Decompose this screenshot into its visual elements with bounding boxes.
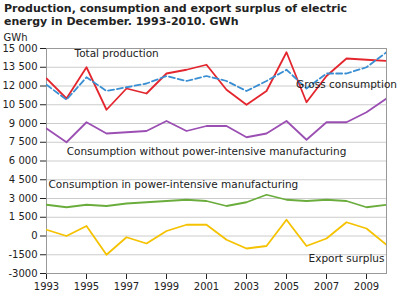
svg-text:1995: 1995: [74, 281, 99, 292]
svg-text:2009: 2009: [354, 281, 379, 292]
svg-text:12 000: 12 000: [3, 80, 38, 91]
svg-text:Consumption in power-intensive: Consumption in power-intensive manufactu…: [49, 178, 299, 190]
svg-text:9 000: 9 000: [9, 118, 38, 129]
svg-text:15 000: 15 000: [3, 43, 38, 54]
svg-text:Export surplus: Export surplus: [309, 252, 385, 264]
svg-text:2005: 2005: [274, 281, 299, 292]
svg-text:1993: 1993: [34, 281, 59, 292]
svg-text:-3000: -3000: [8, 268, 37, 279]
html-text:Production, consumption and ex: Production, consumption and export surpl…: [4, 2, 347, 28]
svg-text:2007: 2007: [314, 281, 339, 292]
svg-text:1 500: 1 500: [9, 211, 38, 222]
svg-text:3 000: 3 000: [9, 193, 38, 204]
svg-text:0: 0: [31, 230, 37, 241]
svg-text:1999: 1999: [154, 281, 179, 292]
svg-text:7 500: 7 500: [9, 136, 38, 147]
svg-text:6 000: 6 000: [9, 155, 38, 166]
svg-text:-1500: -1500: [8, 249, 37, 260]
svg-text:Total production: Total production: [74, 47, 159, 59]
svg-text:13 500: 13 500: [3, 61, 38, 72]
svg-text:1997: 1997: [114, 281, 139, 292]
svg-text:4 500: 4 500: [9, 174, 38, 185]
svg-text:2001: 2001: [194, 281, 219, 292]
svg-text:10 500: 10 500: [3, 99, 38, 110]
svg-text:Gross consumption: Gross consumption: [296, 78, 397, 90]
svg-text:Consumption without power-inte: Consumption without power-intensive manu…: [67, 145, 347, 157]
svg-text:GWh: GWh: [4, 32, 28, 43]
svg-text:2003: 2003: [234, 281, 259, 292]
